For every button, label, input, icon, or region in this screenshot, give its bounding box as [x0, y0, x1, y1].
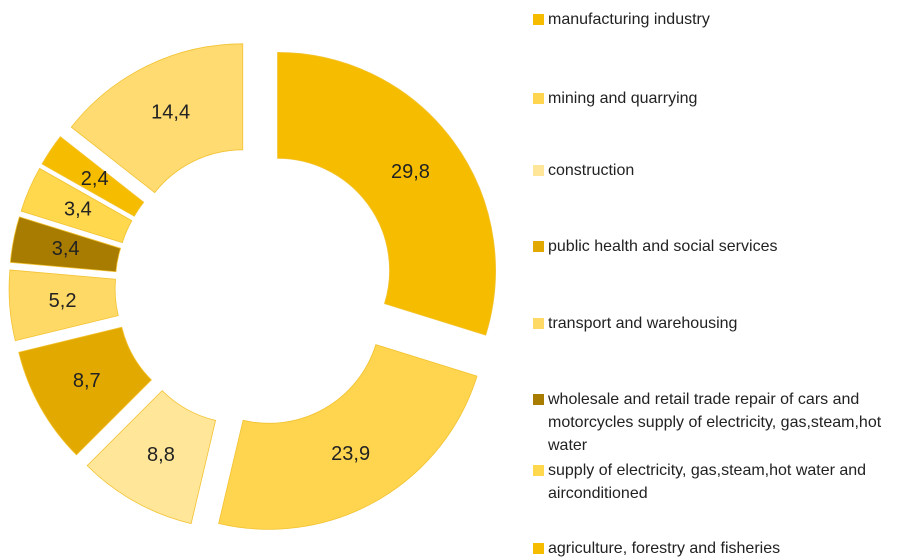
legend-item: transport and warehousing [533, 312, 903, 335]
slice [9, 216, 122, 273]
data-label: 8,8 [147, 444, 175, 466]
slice [18, 326, 152, 456]
legend-label: agriculture, forestry and fisheries [548, 540, 781, 557]
slice [8, 269, 119, 342]
legend-swatch [533, 318, 544, 329]
legend-swatch [533, 394, 544, 405]
legend-swatch [533, 543, 544, 554]
legend-swatch [533, 14, 544, 25]
slice [86, 390, 217, 525]
data-label: 29,8 [391, 161, 430, 183]
legend-label: public health and social services [548, 238, 778, 255]
data-label: 3,4 [52, 238, 80, 260]
legend-swatch [533, 241, 544, 252]
legend-item: manufacturing industry [533, 8, 903, 31]
legend-label: construction [548, 162, 635, 179]
data-label: 2,4 [81, 168, 109, 190]
legend-label: supply of electricity, gas,steam,hot wat… [548, 462, 867, 502]
legend-item: construction [533, 159, 903, 182]
legend-item: public health and social services [533, 235, 903, 258]
data-label: 8,7 [73, 370, 101, 392]
slice [218, 344, 478, 530]
legend-swatch [533, 93, 544, 104]
legend-label: wholesale and retail trade repair of car… [548, 391, 882, 454]
data-label: 5,2 [49, 290, 77, 312]
legend-swatch [533, 165, 544, 176]
legend-label: transport and warehousing [548, 315, 738, 332]
legend-item: wholesale and retail trade repair of car… [533, 388, 903, 457]
data-label: 23,9 [331, 443, 370, 465]
legend-item: supply of electricity, gas,steam,hot wat… [533, 459, 903, 505]
donut: 29,8 23,9 8,8 8,7 5,2 3,4 3,4 2,4 14,4 [8, 43, 496, 530]
slice [70, 43, 244, 194]
data-label: 14,4 [151, 102, 190, 124]
legend-swatch [533, 465, 544, 476]
legend-label: mining and quarrying [548, 90, 698, 107]
legend-label: manufacturing industry [548, 11, 710, 28]
legend-item: agriculture, forestry and fisheries [533, 537, 903, 558]
slice [41, 136, 145, 217]
data-label: 3,4 [64, 199, 92, 221]
legend-item: mining and quarrying [533, 87, 903, 110]
slice [20, 167, 133, 244]
slice [277, 51, 496, 336]
